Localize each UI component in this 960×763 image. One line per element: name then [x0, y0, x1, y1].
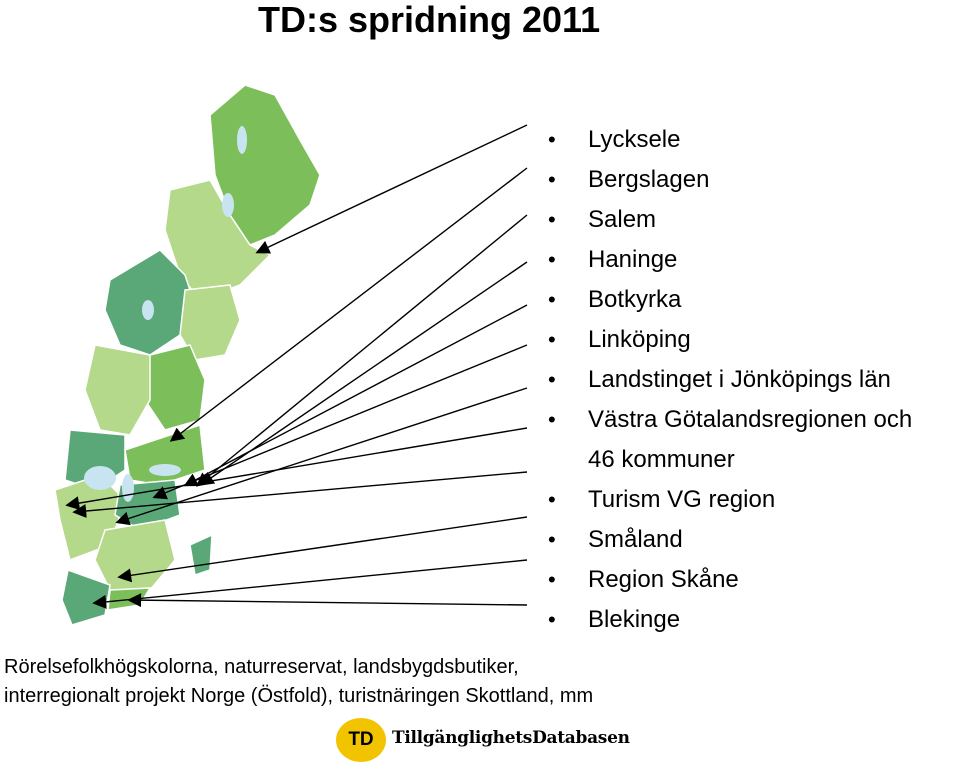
arrow-smaland — [117, 516, 528, 583]
list-item: • Bergslagen — [548, 160, 912, 200]
logo-name: TillgänglighetsDatabasen — [392, 728, 630, 748]
list-item: • Linköping — [548, 320, 912, 360]
list-item: • Småland — [548, 520, 912, 560]
arrow-jonkoping — [115, 387, 528, 526]
region-vasterbotten — [164, 179, 272, 301]
list-item: • Västra Götalandsregionen och — [548, 400, 912, 440]
arrow-blekinge — [127, 593, 528, 608]
pointer-arrows — [65, 124, 528, 609]
region-gotland — [189, 533, 213, 576]
lake-malaren — [149, 464, 181, 476]
logo-badge: TD — [336, 718, 386, 762]
arrow-lycksele — [255, 124, 528, 254]
bullet-icon: • — [548, 287, 556, 312]
region-smaland — [94, 519, 176, 591]
page-title: TD:s spridning 2011 — [258, 0, 601, 40]
region-vasternorrland — [179, 284, 241, 361]
arrow-linkoping — [152, 344, 528, 500]
bullet-icon: • — [548, 527, 556, 552]
lake-north-1 — [237, 126, 247, 154]
footer-line-2: interregionalt projekt Norge (Östfold), … — [4, 685, 594, 707]
list-item: • Turism VG region — [548, 480, 912, 520]
list-item: • Haninge — [548, 240, 912, 280]
footer-note: Rörelsefolkhögskolorna, naturreservat, l… — [4, 653, 593, 711]
arrow-bergslagen — [169, 167, 528, 442]
logo: TD TillgänglighetsDatabasen — [336, 718, 630, 762]
bullet-icon: • — [548, 207, 556, 232]
arrow-turism-vg — [72, 471, 528, 518]
municipality-list: • Lycksele • Bergslagen • Salem • Haninge • B… — [548, 120, 912, 640]
list-item: • Region Skåne — [548, 560, 912, 600]
map-lakes — [84, 126, 247, 502]
arrow-haninge — [199, 261, 528, 486]
list-item: • Blekinge — [548, 600, 912, 640]
list-item-continuation: 46 kommuner — [588, 446, 735, 473]
footer-line-1: Rörelsefolkhögskolorna, naturreservat, l… — [4, 656, 519, 678]
arrow-vastra-gotaland — [65, 427, 528, 511]
lake-north-2 — [222, 193, 234, 217]
bullet-icon: • — [548, 167, 556, 192]
bullet-icon: • — [548, 567, 556, 592]
map-regions — [54, 84, 321, 626]
arrow-skane — [92, 559, 528, 609]
arrow-salem — [195, 214, 528, 487]
lake-vanern — [84, 466, 116, 490]
bullet-icon: • — [548, 247, 556, 272]
list-item: • Salem — [548, 200, 912, 240]
bullet-icon: • — [548, 367, 556, 392]
list-item: • Landstinget i Jönköpings län — [548, 360, 912, 400]
lake-vattern — [122, 474, 134, 502]
bullet-icon: • — [548, 607, 556, 632]
list-item: • Botkyrka — [548, 280, 912, 320]
bullet-icon: • — [548, 487, 556, 512]
lake-storsjon — [142, 300, 154, 320]
list-item: • Lycksele — [548, 120, 912, 160]
bullet-icon: • — [548, 127, 556, 152]
bullet-icon: • — [548, 407, 556, 432]
region-gavleborg — [144, 344, 206, 431]
bullet-icon: • — [548, 327, 556, 352]
region-skane — [61, 569, 111, 626]
region-dalarna — [84, 344, 151, 436]
arrow-botkyrka — [183, 304, 528, 487]
